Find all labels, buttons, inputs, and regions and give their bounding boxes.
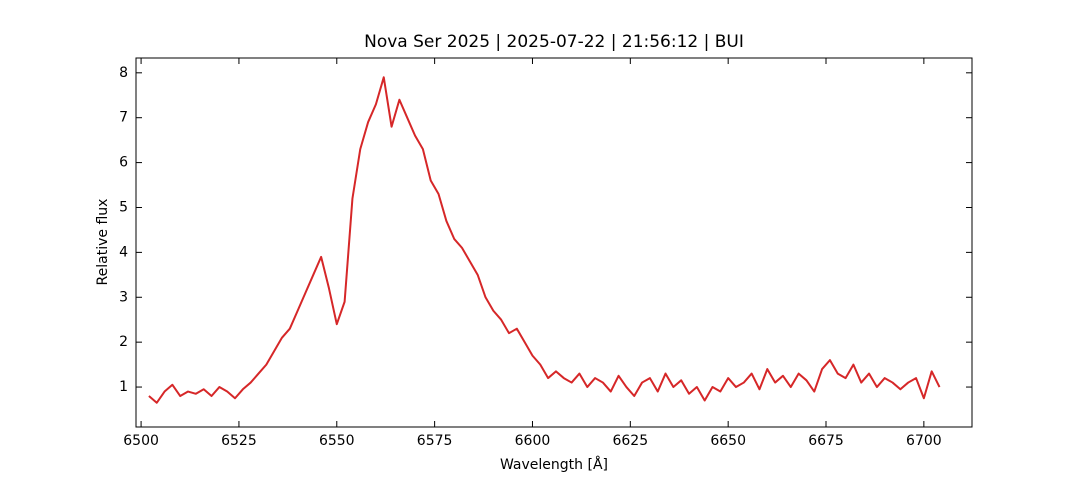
x-tick-label: 6525 xyxy=(221,433,257,449)
plot-frame xyxy=(135,57,973,428)
y-tick-label: 6 xyxy=(119,155,128,171)
x-tick-label: 6675 xyxy=(808,433,844,449)
x-tick-label: 6600 xyxy=(515,433,551,449)
x-axis-label: Wavelength [Å] xyxy=(500,456,608,473)
x-tick-label: 6550 xyxy=(319,433,355,449)
x-tick-label: 6625 xyxy=(612,433,648,449)
y-tick-label: 3 xyxy=(119,289,128,305)
y-tick-label: 2 xyxy=(119,334,128,350)
x-tick-label: 6500 xyxy=(123,433,159,449)
x-tick-label: 6650 xyxy=(710,433,746,449)
y-tick-label: 8 xyxy=(119,65,128,81)
x-tick-label: 6575 xyxy=(417,433,453,449)
y-tick-label: 1 xyxy=(119,379,128,395)
x-tick-label: 6700 xyxy=(906,433,942,449)
y-axis-label: Relative flux xyxy=(95,199,111,286)
chart-title: Nova Ser 2025 | 2025-07-22 | 21:56:12 | … xyxy=(364,32,744,52)
y-tick-label: 7 xyxy=(119,110,128,126)
spectrum-line xyxy=(148,76,941,404)
y-tick-label: 4 xyxy=(119,244,128,260)
y-tick-label: 5 xyxy=(119,199,128,215)
